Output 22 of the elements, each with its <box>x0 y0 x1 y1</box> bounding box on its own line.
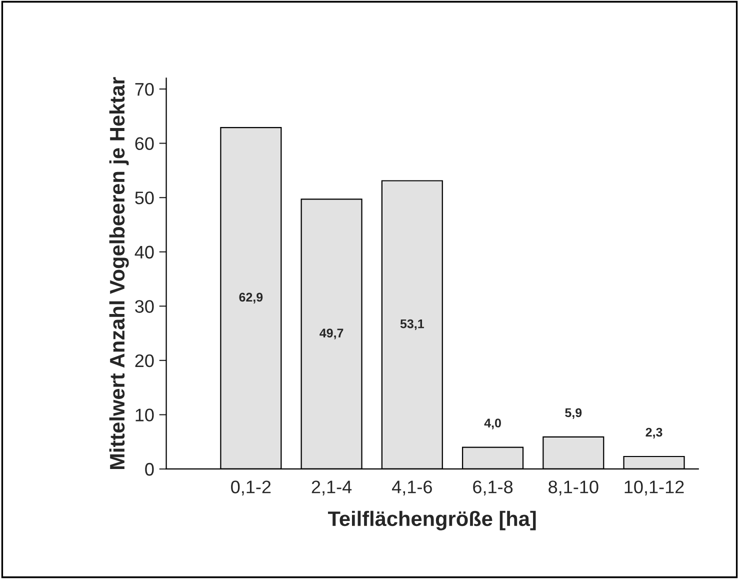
y-tick-label: 0 <box>145 462 154 476</box>
data-label: 49,7 <box>320 328 344 340</box>
y-tick-label: 50 <box>135 192 154 204</box>
y-tick-label: 70 <box>135 82 154 96</box>
x-tick-label: 0,1-2 <box>231 480 271 496</box>
y-tick-label: 30 <box>135 300 154 313</box>
y-tick-label: 60 <box>135 137 154 150</box>
data-label: 53,1 <box>400 319 424 330</box>
x-tick-label: 2,1-4 <box>312 480 352 496</box>
x-tick-label: 6,1-8 <box>473 480 513 496</box>
data-label: 62,9 <box>239 292 263 304</box>
x-tick-label: 8,1-10 <box>548 480 598 496</box>
y-tick-label: 10 <box>136 408 154 422</box>
y-tick-label: 40 <box>134 246 154 259</box>
y-axis-title: Mittelwert Anzahl Vogelbeeren je Hektar <box>109 77 129 469</box>
data-label: 5,9 <box>565 408 582 419</box>
data-label: 2,3 <box>646 428 662 438</box>
x-axis-title: Teilflächengröße [ha] <box>328 510 536 530</box>
x-tick-label: 4,1-6 <box>392 480 432 496</box>
x-tick-label: 10,1-12 <box>624 480 684 496</box>
y-tick-label: 20 <box>135 354 154 368</box>
data-label: 4,0 <box>484 418 501 430</box>
